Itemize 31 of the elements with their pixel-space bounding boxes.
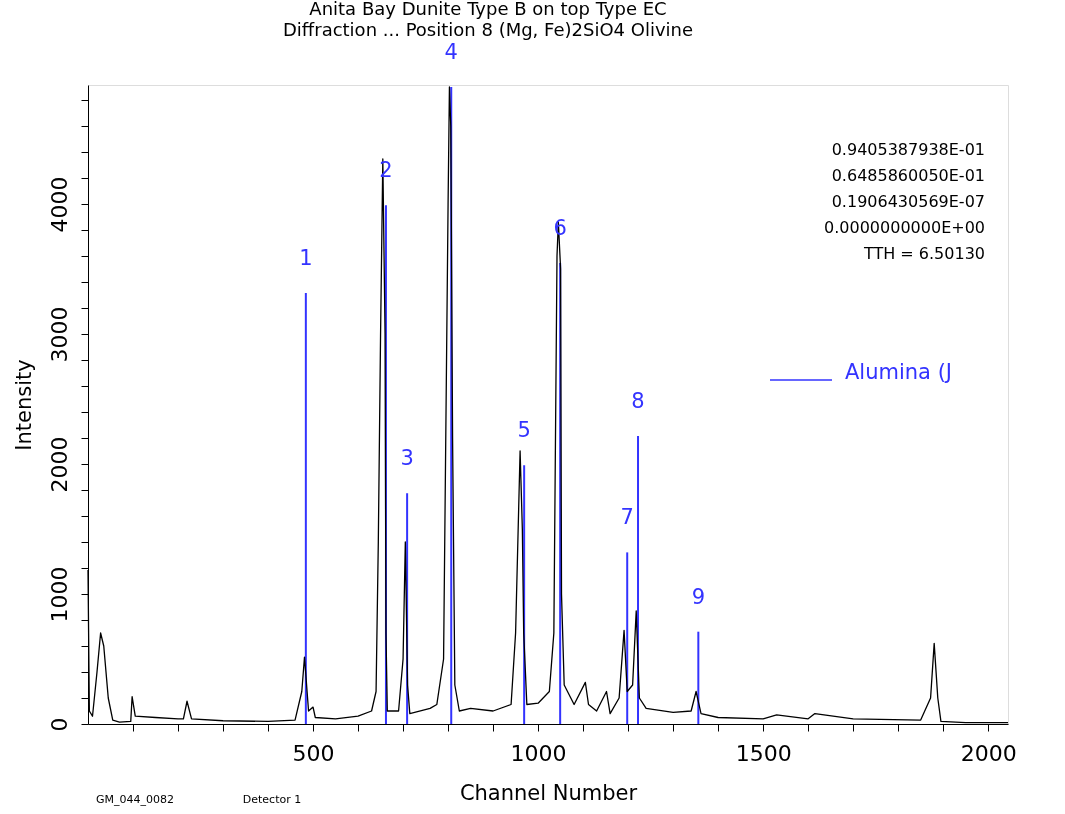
- y-tick-label: 4000: [46, 176, 72, 233]
- annotation: 0.0000000000E+00: [824, 218, 985, 237]
- annotation: 0.1906430569E-07: [831, 192, 985, 211]
- annotation: 4: [444, 39, 458, 64]
- annotation: TTH = 6.50130: [862, 244, 985, 263]
- annotation: 0.9405387938E-01: [831, 140, 985, 159]
- annotation: 5: [517, 418, 531, 443]
- annotation: 1: [299, 246, 313, 271]
- chart-subtitle: Diffraction ... Position 8 (Mg, Fe)2SiO4 Olivine: [282, 19, 694, 40]
- annotation: 7: [620, 505, 634, 530]
- chart-title: Anita Bay Dunite Type B on top Type EC: [309, 0, 667, 19]
- y-tick-label: 2000: [46, 436, 72, 493]
- x-tick-label: 2000: [960, 740, 1017, 766]
- x-tick-label: 1000: [510, 740, 567, 766]
- annotation: 3: [400, 446, 414, 471]
- bar: [697, 631, 700, 724]
- annotation: 9: [691, 584, 706, 609]
- x-axis-title: Channel Number: [459, 780, 638, 805]
- x-tick-label: 500: [292, 740, 335, 766]
- legend-label: Alumina (J: [845, 360, 953, 384]
- text: GM_044_0082: [95, 793, 175, 806]
- annotation: 8: [631, 389, 645, 414]
- x-tick-label: 1500: [735, 740, 792, 766]
- bar: [626, 552, 629, 724]
- y-tick-label: 0: [46, 717, 72, 732]
- bar: [304, 293, 307, 724]
- y-tick-label: 3000: [46, 306, 72, 363]
- annotation: 0.6485860050E-01: [831, 166, 985, 185]
- text: Detector 1: [242, 793, 302, 806]
- y-axis-title: Intensity: [11, 359, 36, 451]
- y-tick-label: 1000: [46, 566, 72, 623]
